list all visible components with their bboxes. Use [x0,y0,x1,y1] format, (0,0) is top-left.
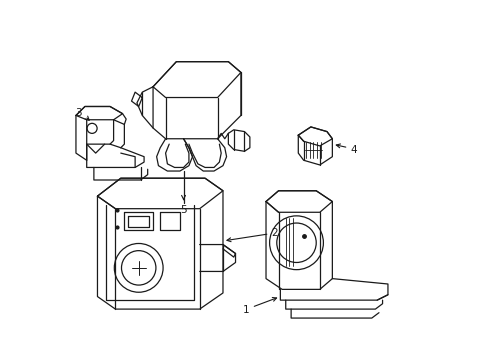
Text: 4: 4 [350,144,356,154]
Text: 5: 5 [180,206,186,216]
Text: 1: 1 [243,305,249,315]
Text: 3: 3 [75,108,82,118]
Text: 2: 2 [271,228,278,238]
